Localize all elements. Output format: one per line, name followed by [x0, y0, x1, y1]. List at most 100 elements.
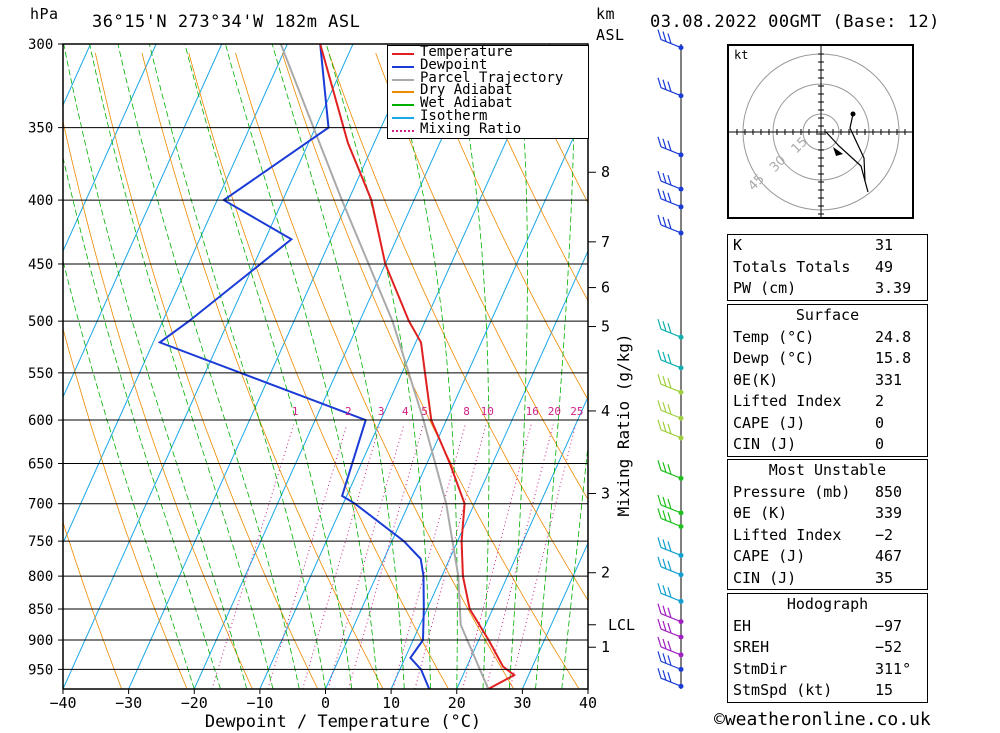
most-unstable-table: Most Unstable Pressure (mb) 850 θE (K) 339 L…: [727, 459, 928, 590]
legend-swatch: [392, 65, 414, 68]
wet-adiabat-line: [89, 44, 274, 689]
pressure-tick-label: 600: [28, 413, 53, 429]
mixing-ratio-label: 8: [463, 405, 470, 418]
parcel-trajectory-line: [279, 44, 490, 689]
temperature-tick-label: 10: [382, 694, 400, 712]
index-value: 3.39: [875, 279, 912, 297]
most-unstable-label: CIN (J): [733, 568, 797, 587]
legend-entry: Isotherm: [388, 108, 588, 124]
credit-link[interactable]: ©weatheronline.co.uk: [714, 709, 931, 730]
legend-entry: Wet Adiabat: [388, 95, 588, 111]
mixing-ratio-line: [392, 424, 466, 689]
legend-entry: Dewpoint: [388, 57, 588, 73]
index-row: K 31: [728, 235, 927, 257]
temperature-tick-label: 0: [321, 694, 330, 712]
height-tick-label: 3: [601, 485, 610, 503]
temperature-tick-label: −20: [181, 694, 208, 712]
lcl-label: LCL: [608, 616, 635, 634]
index-row: Totals Totals 49: [728, 257, 927, 279]
isotherm-line: [63, 44, 157, 253]
surface-label: θE(K): [733, 370, 779, 389]
hodograph-stat-label: StmDir: [733, 659, 788, 678]
hodograph: 15 30 45 kt: [727, 44, 914, 219]
asl-unit-label: ASL: [596, 26, 625, 44]
height-tick-label: 5: [601, 318, 610, 336]
hodograph-ring-label: 15: [789, 134, 811, 156]
surface-value: 15.8: [875, 349, 912, 367]
mixing-ratio-label: 16: [526, 405, 539, 418]
legend-label: Parcel Trajectory: [420, 69, 564, 86]
temperature-tick-label: 20: [448, 694, 466, 712]
mixing-ratio-line: [414, 424, 487, 689]
index-value: 31: [875, 236, 894, 254]
most-unstable-value: 35: [875, 568, 894, 587]
height-tick-label: 2: [601, 564, 610, 582]
legend-swatch: [392, 117, 414, 119]
wind-barb: [657, 319, 682, 338]
surface-value: 24.8: [875, 327, 912, 346]
hodograph-unit-label: kt: [734, 48, 749, 62]
legend-entry: Dry Adiabat: [388, 82, 588, 99]
wind-barb: [657, 556, 682, 576]
height-tick-label: 8: [601, 163, 610, 181]
surface-title: Surface: [795, 306, 860, 324]
dry-adiabat-line: [94, 52, 319, 689]
wind-barb: [657, 136, 682, 156]
wet-adiabat-line: [117, 44, 300, 689]
isotherm-line: [0, 44, 25, 689]
most-unstable-row: θE (K) 339: [728, 503, 927, 525]
surface-value: 0: [875, 435, 885, 453]
surface-row: CAPE (J) 0: [728, 413, 927, 435]
dry-adiabat-line: [983, 53, 1000, 689]
most-unstable-value: 467: [875, 547, 903, 565]
temperature-tick-label: 30: [513, 694, 531, 712]
legend-entry: Mixing Ratio: [388, 121, 588, 137]
wind-barb: [657, 400, 682, 419]
wind-barb: [657, 77, 682, 97]
hodograph-title: Hodograph: [786, 595, 869, 613]
height-tick-label: 7: [601, 233, 610, 251]
pressure-tick-label: 400: [28, 193, 53, 209]
legend-swatch: [392, 104, 414, 107]
most-unstable-row: Pressure (mb) 850: [728, 482, 927, 504]
legend-swatch: [392, 78, 414, 81]
pressure-tick-label: 850: [28, 602, 53, 618]
hodograph-stat-label: EH: [733, 616, 752, 635]
legend-label: Temperature: [420, 44, 513, 60]
wind-barb: [657, 170, 682, 190]
km-unit-label: km: [596, 5, 616, 23]
most-unstable-label: Pressure (mb): [733, 482, 851, 501]
isotherm-line: [63, 44, 288, 545]
legend-label: Dry Adiabat: [420, 82, 513, 99]
pressure-tick-label: 300: [28, 37, 53, 53]
datetime-label: 03.08.2022 00GMT (Base: 12): [650, 12, 940, 32]
hodograph-stat-row: StmSpd (kt) 15: [728, 680, 927, 702]
surface-row: Dewp (°C) 15.8: [728, 348, 927, 370]
wind-barb: [657, 29, 682, 49]
isotherm-line: [259, 44, 551, 689]
wet-adiabat-line: [387, 44, 458, 689]
dry-adiabat-line: [422, 52, 588, 401]
wind-barb: [657, 618, 682, 638]
most-unstable-title: Most Unstable: [768, 461, 887, 479]
hodograph-stat-row: SREH −52: [728, 637, 927, 659]
hodograph-stat-label: StmSpd (kt): [733, 681, 833, 699]
legend-swatch: [392, 91, 414, 94]
chart-legend: Temperature Dewpoint Parcel Trajectory Dry …: [387, 44, 589, 139]
mixing-ratio-label: 2: [345, 405, 352, 418]
index-label: PW (cm): [733, 279, 797, 297]
mixing-ratio-label: 1: [292, 405, 299, 418]
mixing-ratio-line: [462, 424, 532, 689]
isotherm-line: [193, 44, 485, 689]
wet-adiabat-line: [63, 259, 195, 689]
isotherm-line: [456, 395, 588, 689]
most-unstable-row: CIN (J) 35: [728, 568, 927, 590]
wet-adiabat-line: [452, 44, 490, 689]
most-unstable-value: 850: [875, 482, 903, 501]
dry-adiabat-line: [375, 52, 588, 501]
surface-value: 0: [875, 413, 885, 432]
height-tick-label: 6: [601, 279, 610, 297]
pressure-tick-label: 750: [28, 534, 53, 550]
dry-adiabat-line: [141, 52, 384, 689]
legend-entry: Parcel Trajectory: [388, 69, 588, 86]
